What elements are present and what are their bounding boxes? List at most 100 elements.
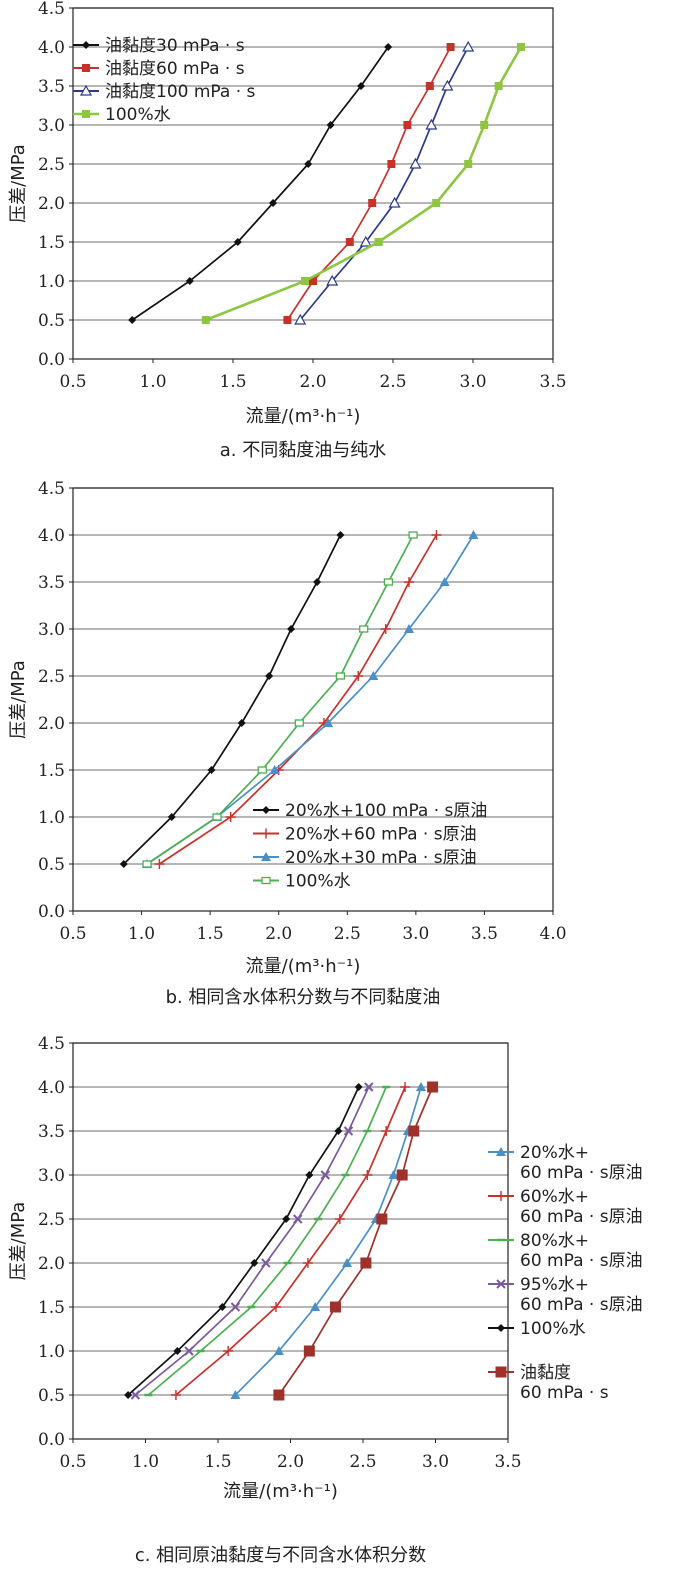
data-point — [273, 1346, 284, 1355]
y-tick-label: 2.0 — [38, 194, 65, 214]
chart-panel-2: 0.00.51.01.52.02.53.03.54.04.50.5 1.0 1.5 2… — [8, 479, 567, 1008]
data-point — [334, 1214, 345, 1224]
data-point — [494, 82, 503, 90]
series-2 — [283, 43, 455, 324]
legend-label: 95%水+ 60 mPa · s原油 — [520, 1275, 643, 1315]
data-point — [446, 43, 455, 51]
data-point — [305, 1171, 314, 1179]
y-tick-label: 0.0 — [38, 350, 65, 370]
y-tick-label: 1.5 — [38, 233, 65, 253]
y-tick-label: 2.5 — [38, 1210, 65, 1230]
y-tick-label: 3.5 — [38, 1122, 65, 1142]
y-tick-label: 0.0 — [38, 1430, 65, 1450]
series-line — [146, 534, 475, 865]
series-4 — [201, 43, 525, 324]
data-point — [336, 531, 345, 539]
x-tick-label: 2.0 — [277, 1452, 304, 1472]
data-point — [207, 766, 216, 774]
data-point — [269, 765, 280, 774]
data-point — [403, 121, 412, 129]
data-point — [128, 316, 137, 324]
data-point — [303, 1345, 315, 1357]
legend-swatch-marker — [79, 84, 93, 96]
series-line — [234, 1086, 422, 1396]
y-tick-label: 0.0 — [38, 902, 65, 922]
y-tick-label: 3.0 — [38, 116, 65, 136]
data-point — [364, 1082, 374, 1092]
data-point — [265, 672, 274, 680]
legend-swatch-marker — [496, 1191, 506, 1201]
x-tick-label: 0.5 — [59, 924, 86, 944]
legend-swatch-marker — [82, 64, 90, 72]
data-point — [218, 1303, 227, 1311]
data-point — [400, 1082, 411, 1092]
y-tick-label: 4.0 — [38, 526, 65, 546]
x-tick-label: 3.5 — [471, 924, 498, 944]
data-point — [388, 1170, 399, 1179]
data-point — [345, 238, 354, 246]
data-point — [439, 577, 450, 586]
legend-label: 80%水+ 60 mPa · s原油 — [520, 1231, 643, 1271]
y-tick-label: 1.5 — [38, 1298, 65, 1318]
y-tick-label: 3.0 — [38, 620, 65, 640]
data-point — [119, 860, 128, 868]
legend-swatch-marker — [495, 1366, 507, 1378]
data-point — [416, 1082, 426, 1091]
data-point — [250, 1259, 259, 1267]
data-point — [427, 1081, 439, 1093]
x-tick-label: 2.5 — [349, 1452, 376, 1472]
legend-label: 100%水 — [285, 872, 351, 892]
data-point — [313, 578, 322, 586]
data-point — [124, 1391, 133, 1399]
data-point — [464, 160, 473, 168]
series-6 — [273, 1081, 439, 1401]
y-tick-label: 3.5 — [38, 77, 65, 97]
data-point — [309, 277, 317, 285]
data-point — [185, 277, 194, 285]
data-point — [320, 1170, 331, 1180]
y-tick-label: 1.0 — [38, 1342, 65, 1362]
data-point — [269, 199, 277, 207]
series-line — [146, 534, 414, 865]
data-point — [273, 1389, 285, 1401]
legend: 油黏度30 mPa · s 油黏度60 mPa · s 油黏度100 mPa · s… — [73, 36, 256, 125]
y-axis-label: 压差/MPa — [8, 144, 29, 223]
data-point — [357, 82, 365, 90]
y-tick-label: 2.5 — [38, 667, 65, 687]
x-tick-label: 1.5 — [197, 924, 224, 944]
data-point — [359, 625, 369, 633]
legend: 20%水+100 mPa · s原油 20%水+60 mPa · s原油 20%水+… — [253, 801, 487, 892]
series-4 — [142, 531, 418, 868]
data-point — [396, 1169, 408, 1181]
data-point — [230, 1302, 241, 1312]
data-point — [342, 1258, 353, 1267]
data-point — [360, 1257, 372, 1269]
legend-swatch-marker — [497, 1324, 505, 1332]
legend-swatch-marker — [496, 1147, 506, 1156]
plot-frame — [72, 7, 554, 360]
legend-swatch-marker — [261, 828, 271, 839]
data-point — [374, 238, 383, 246]
data-point — [301, 277, 309, 285]
data-point — [408, 1125, 420, 1137]
legend-label: 油黏度100 mPa · s — [105, 82, 256, 102]
data-point — [359, 235, 372, 247]
series-5 — [124, 1083, 363, 1399]
series-2 — [170, 1082, 411, 1400]
chart-panel-3: 0.00.51.01.52.02.53.03.54.04.50.5 1.0 1.5 2… — [8, 1034, 643, 1566]
x-tick-label: 0.5 — [59, 372, 86, 392]
data-point — [271, 1302, 281, 1312]
data-point — [294, 313, 307, 325]
data-point — [130, 1390, 141, 1400]
data-point — [323, 718, 334, 727]
y-tick-label: 0.5 — [38, 855, 65, 875]
x-tick-label: 3.0 — [422, 1452, 449, 1472]
plot-frame — [72, 487, 554, 912]
data-point — [409, 157, 422, 169]
data-point — [287, 625, 296, 633]
y-axis-label: 压差/MPa — [8, 660, 29, 739]
data-point — [257, 766, 267, 774]
x-tick-label: 1.0 — [132, 1452, 159, 1472]
